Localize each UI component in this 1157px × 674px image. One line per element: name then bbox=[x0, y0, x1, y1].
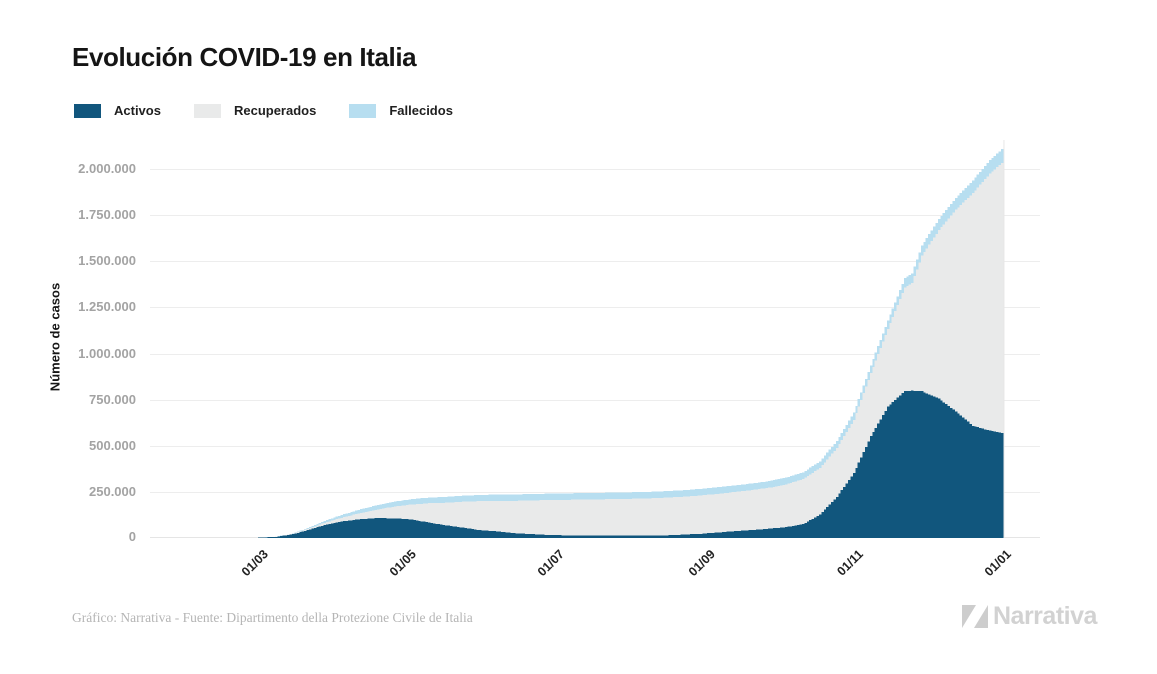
y-gridline bbox=[150, 215, 1040, 216]
stacked-area-chart bbox=[221, 140, 1005, 538]
y-gridline bbox=[150, 307, 1040, 308]
plot-area bbox=[150, 140, 1040, 538]
x-tick-text: 01/05 bbox=[386, 547, 420, 580]
legend-swatch-activos bbox=[74, 103, 101, 118]
x-tick-text: 01/03 bbox=[238, 547, 271, 580]
y-gridline bbox=[150, 400, 1040, 401]
legend-swatch-fallecidos bbox=[349, 103, 377, 118]
legend-item-activos: Activos bbox=[74, 103, 161, 118]
x-tick-text: 01/07 bbox=[535, 547, 568, 580]
y-tick-label: 750.000 bbox=[89, 392, 136, 407]
legend-swatch-recuperados bbox=[193, 103, 221, 118]
y-gridline bbox=[150, 261, 1040, 262]
x-tick-text: 01/11 bbox=[834, 547, 866, 579]
y-tick-label: 1.000.000 bbox=[78, 346, 136, 361]
narrativa-logo-icon bbox=[962, 605, 988, 628]
x-tick-text: 01/01 bbox=[981, 547, 1014, 580]
y-tick-label: 0 bbox=[128, 529, 136, 544]
brand-logo: Narrativa bbox=[960, 601, 1097, 631]
y-gridline bbox=[150, 169, 1040, 170]
legend-label: Activos bbox=[114, 103, 161, 118]
legend-item-fallecidos: Fallecidos bbox=[349, 103, 453, 118]
legend-label: Fallecidos bbox=[389, 103, 453, 118]
y-gridline bbox=[150, 446, 1040, 447]
y-tick-label: 1.500.000 bbox=[78, 253, 136, 268]
y-tick-label: 1.750.000 bbox=[78, 207, 136, 222]
area-activos bbox=[221, 390, 1004, 538]
brand-name: Narrativa bbox=[993, 601, 1097, 630]
legend-item-recuperados: Recuperados bbox=[193, 103, 317, 118]
legend-label: Recuperados bbox=[233, 103, 317, 118]
y-gridline bbox=[150, 492, 1040, 493]
legend: Activos Recuperados Fallecidos bbox=[74, 103, 486, 118]
x-tick-text: 01/09 bbox=[685, 547, 718, 580]
y-tick-label: 2.000.000 bbox=[78, 161, 136, 176]
y-tick-label: 250.000 bbox=[89, 484, 136, 499]
y-tick-label: 1.250.000 bbox=[78, 299, 136, 314]
source-credit: Gráfico: Narrativa - Fuente: Dipartiment… bbox=[72, 610, 473, 625]
chart-title: Evolución COVID-19 en Italia bbox=[72, 42, 417, 72]
y-gridline bbox=[150, 354, 1040, 355]
y-tick-label: 500.000 bbox=[89, 438, 136, 453]
